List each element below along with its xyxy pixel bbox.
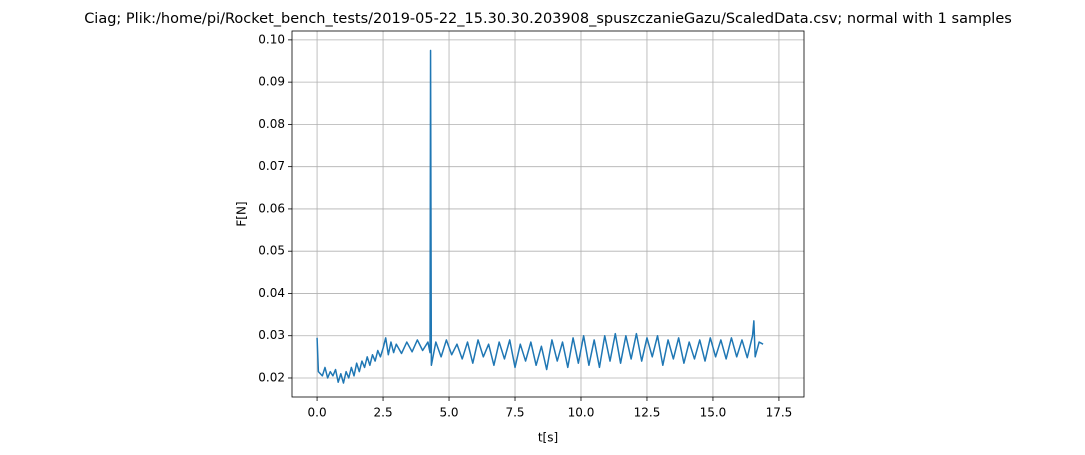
- x-tick-label: 5.0: [439, 406, 458, 420]
- x-tick-label: 2.5: [374, 406, 393, 420]
- y-tick-label: 0.02: [258, 370, 285, 384]
- x-tick-label: 7.5: [505, 406, 524, 420]
- y-axis-label: F[N]: [235, 201, 249, 226]
- y-tick-label: 0.04: [258, 286, 285, 300]
- y-tick-label: 0.05: [258, 244, 285, 258]
- y-tick-label: 0.10: [258, 32, 285, 46]
- y-tick-label: 0.06: [258, 201, 285, 215]
- chart-title: Ciag; Plik:/home/pi/Rocket_bench_tests/2…: [84, 11, 1012, 27]
- x-tick-label: 17.5: [766, 406, 793, 420]
- data-line: [316, 49, 764, 384]
- x-tick-label: 10.0: [568, 406, 595, 420]
- x-axis-label: t[s]: [538, 431, 558, 445]
- x-tick-label: 15.0: [700, 406, 727, 420]
- x-tick-label: 0.0: [308, 406, 327, 420]
- y-tick-label: 0.03: [258, 328, 285, 342]
- x-tick-label: 12.5: [634, 406, 661, 420]
- y-tick-label: 0.09: [258, 75, 285, 89]
- y-tick-label: 0.07: [258, 159, 285, 173]
- plot-frame: [291, 30, 805, 398]
- y-tick-label: 0.08: [258, 117, 285, 131]
